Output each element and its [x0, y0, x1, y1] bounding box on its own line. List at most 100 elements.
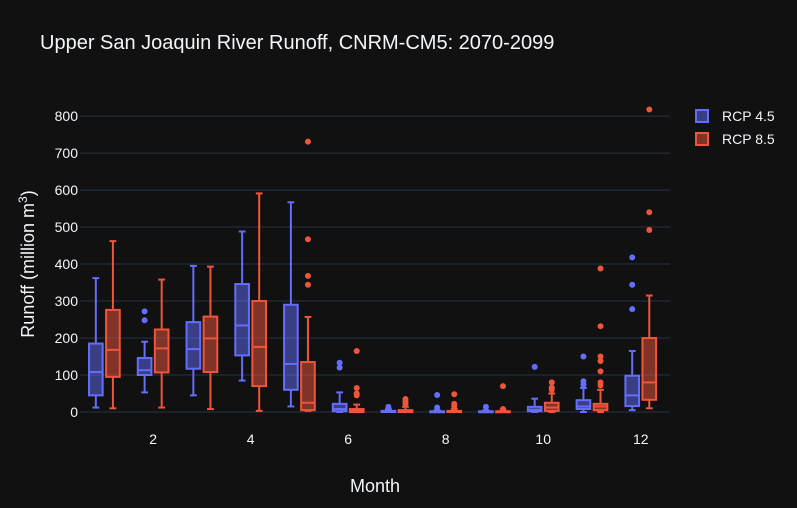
outlier-point [304, 138, 311, 145]
box-month-4 [251, 192, 268, 412]
y-tick-label: 0 [70, 404, 78, 420]
x-tick-label: 12 [633, 431, 649, 447]
outlier-point [141, 317, 148, 324]
x-tick-label: 8 [442, 431, 450, 447]
outlier-point [597, 368, 604, 375]
box-month-2 [136, 308, 153, 394]
box-month-5 [300, 138, 316, 412]
y-axis-title-text: Runoff (million m [18, 203, 38, 338]
box-plots [88, 106, 658, 414]
x-tick-label: 2 [149, 431, 157, 447]
outlier-point [304, 272, 311, 279]
legend-label: RCP 4.5 [722, 108, 775, 124]
box-month-8 [446, 391, 463, 413]
y-tick-label: 500 [55, 219, 79, 235]
legend: RCP 4.5 RCP 8.5 [695, 108, 775, 147]
box-iqr [234, 283, 250, 357]
box-month-12 [641, 106, 658, 410]
box-month-11 [575, 353, 592, 413]
outlier-point [629, 306, 636, 313]
box-month-12 [624, 254, 641, 412]
box-month-4 [234, 230, 250, 382]
outlier-point [434, 404, 441, 411]
box-iqr [575, 399, 592, 411]
outlier-point [597, 379, 604, 386]
box-month-3 [202, 265, 219, 411]
x-tick-label: 6 [344, 431, 352, 447]
outlier-point [336, 359, 343, 366]
outlier-point [629, 281, 636, 288]
series-rcp-8-5 [105, 106, 658, 414]
box-month-1 [105, 240, 121, 410]
x-axis-title: Month [350, 476, 400, 496]
legend-item[interactable]: RCP 4.5 [695, 108, 775, 124]
outlier-point [580, 378, 587, 385]
box-iqr [88, 342, 104, 397]
box-iqr [251, 300, 268, 388]
legend-item[interactable]: RCP 8.5 [695, 131, 775, 147]
box-iqr [300, 361, 316, 412]
outlier-point [353, 384, 360, 391]
outlier-point [646, 106, 653, 113]
box-month-7 [380, 403, 397, 413]
box-iqr [624, 374, 641, 408]
outlier-point [385, 403, 392, 410]
y-tick-label: 700 [55, 145, 79, 161]
chart-title: Upper San Joaquin River Runoff, CNRM-CM5… [40, 32, 554, 54]
box-iqr [641, 337, 658, 401]
box-month-2 [153, 278, 170, 409]
box-month-6 [331, 359, 348, 413]
y-tick-label: 600 [55, 182, 79, 198]
box-month-1 [88, 277, 104, 409]
outlier-point [451, 391, 458, 398]
y-tick-label: 200 [55, 330, 79, 346]
box-iqr [202, 315, 219, 374]
series-rcp-4-5 [88, 201, 641, 414]
outlier-point [434, 391, 441, 398]
box-iqr [331, 402, 348, 413]
outlier-point [531, 363, 538, 370]
outlier-point [499, 406, 506, 413]
box-iqr [153, 328, 170, 374]
outlier-point [629, 254, 636, 261]
outlier-point [402, 396, 409, 403]
outlier-point [580, 353, 587, 360]
axis-ticks: 0 100 200 300 400 500 600 700 800 2 4 6 8 10 12 [55, 108, 649, 447]
x-tick-label: 4 [247, 431, 255, 447]
box-month-9 [478, 403, 494, 414]
y-tick-label: 100 [55, 367, 79, 383]
x-tick-label: 10 [535, 431, 551, 447]
outlier-point [141, 308, 148, 315]
box-iqr [105, 308, 121, 378]
outlier-point [597, 323, 604, 330]
outlier-point [597, 353, 604, 360]
y-axis-title-superscript: 3 [16, 196, 30, 203]
legend-label: RCP 8.5 [722, 131, 775, 147]
legend-swatch [695, 132, 709, 146]
box-month-11 [592, 265, 609, 413]
y-axis-title-close: ) [18, 190, 38, 196]
outlier-point [304, 236, 311, 243]
outlier-point [597, 357, 604, 364]
outlier-point [482, 403, 489, 410]
box-month-6 [348, 347, 365, 413]
y-tick-label: 800 [55, 108, 79, 124]
box-month-5 [283, 201, 299, 408]
outlier-point [451, 400, 458, 407]
box-month-3 [185, 264, 202, 397]
outlier-point [499, 383, 506, 390]
box-iqr [283, 303, 299, 391]
outlier-point [646, 209, 653, 216]
outlier-point [548, 384, 555, 391]
box-iqr [185, 321, 202, 370]
box-month-10 [543, 379, 560, 413]
y-tick-label: 300 [55, 293, 79, 309]
outlier-point [353, 347, 360, 354]
outlier-point [353, 390, 360, 397]
outlier-point [597, 265, 604, 272]
y-tick-label: 400 [55, 256, 79, 272]
grid-lines [80, 115, 670, 413]
box-month-8 [429, 391, 445, 414]
